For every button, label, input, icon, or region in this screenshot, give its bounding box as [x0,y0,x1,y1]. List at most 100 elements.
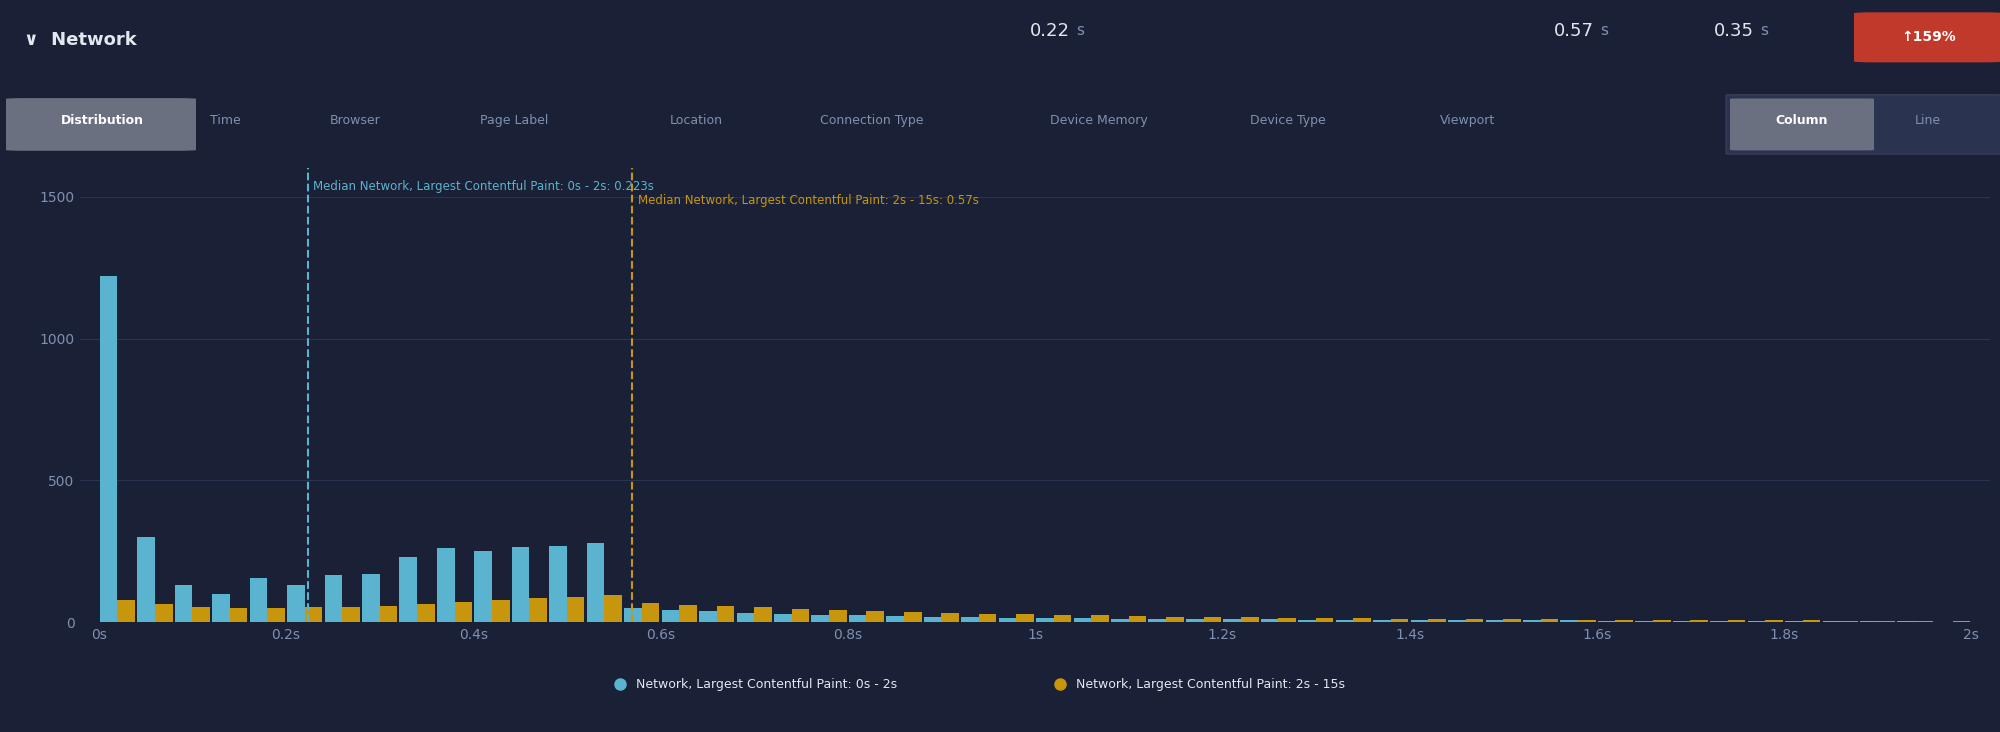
Bar [1786,621,1802,622]
Bar [774,613,792,622]
Bar [1504,619,1520,622]
Bar [1410,620,1428,622]
Bar [904,612,922,622]
Bar [942,613,958,622]
Bar [624,608,642,622]
Text: Column: Column [1776,114,1828,127]
Text: Network, Largest Contentful Paint: 2s - 15s: Network, Largest Contentful Paint: 2s - … [1076,678,1344,691]
Bar [1898,621,1916,622]
Bar [716,606,734,622]
Bar [978,613,996,622]
Bar [736,613,754,622]
Bar [848,616,866,622]
Text: Time: Time [210,114,240,127]
Bar [866,610,884,622]
Bar [1112,619,1128,622]
Bar [192,607,210,622]
Bar [1092,616,1108,622]
Bar [1748,621,1766,622]
Bar [566,597,584,622]
Bar [700,611,716,622]
Bar [1054,615,1072,622]
Bar [604,595,622,622]
Bar [324,575,342,622]
Bar [1728,620,1746,622]
Text: s: s [1076,23,1084,38]
Bar [1316,618,1334,622]
Bar [1860,621,1878,622]
Bar [1148,619,1166,622]
Bar [1448,620,1466,622]
Text: ↑159%: ↑159% [1902,30,1956,45]
Bar [436,548,454,622]
Bar [1878,621,1896,622]
Text: 0.57: 0.57 [1554,22,1594,40]
Bar [530,598,548,622]
Bar [1204,617,1222,622]
Bar [250,578,268,622]
Bar [1540,619,1558,622]
FancyBboxPatch shape [1726,94,2000,154]
Bar [886,616,904,622]
Bar [1710,621,1728,622]
Bar [492,600,510,622]
Text: Network, Largest Contentful Paint: 0s - 2s: Network, Largest Contentful Paint: 0s - … [636,678,898,691]
Text: Page Label: Page Label [480,114,548,127]
Bar [1652,620,1670,622]
Bar [680,605,696,622]
Text: s: s [1760,23,1768,38]
Bar [1522,621,1540,622]
Bar [754,608,772,622]
Bar [1636,621,1652,622]
Text: 0.35: 0.35 [1714,22,1754,40]
Bar [962,617,978,622]
Bar [1074,619,1092,622]
Bar [1336,620,1354,622]
Bar [792,609,810,622]
Bar [380,606,398,622]
Text: Location: Location [670,114,724,127]
Bar [1616,620,1634,622]
Bar [1260,619,1278,622]
Bar [400,557,418,622]
Bar [454,602,472,622]
Bar [1428,619,1446,622]
Bar [1278,618,1296,622]
Bar [550,545,566,622]
Bar [1466,619,1484,622]
Text: ∨  Network: ∨ Network [24,31,136,48]
Bar [1766,621,1782,622]
Bar [830,610,846,622]
FancyBboxPatch shape [6,98,196,151]
FancyBboxPatch shape [1854,12,2000,62]
Bar [812,615,830,622]
Bar [174,586,192,622]
Bar [342,607,360,622]
Bar [642,603,660,622]
Bar [1560,621,1578,622]
Bar [586,543,604,622]
Text: Connection Type: Connection Type [820,114,924,127]
Text: Device Memory: Device Memory [1050,114,1148,127]
Bar [268,608,284,622]
Text: s: s [1600,23,1608,38]
Text: Browser: Browser [330,114,380,127]
Bar [1672,621,1690,622]
Bar [1690,620,1708,622]
Bar [1036,618,1054,622]
Bar [1298,620,1316,622]
Bar [1840,621,1858,622]
Bar [138,537,154,622]
FancyBboxPatch shape [1730,99,1874,150]
Bar [1186,619,1204,622]
Text: Median Network, Largest Contentful Paint: 2s - 15s: 0.57s: Median Network, Largest Contentful Paint… [638,194,978,207]
Bar [1354,619,1370,622]
Bar [474,551,492,622]
Bar [1224,619,1240,622]
Text: Line: Line [1914,114,1942,127]
Bar [1016,614,1034,622]
Bar [418,604,434,622]
Bar [118,600,136,622]
Text: Median Network, Largest Contentful Paint: 0s - 2s: 0.223s: Median Network, Largest Contentful Paint… [314,180,654,193]
Bar [1952,621,1970,622]
